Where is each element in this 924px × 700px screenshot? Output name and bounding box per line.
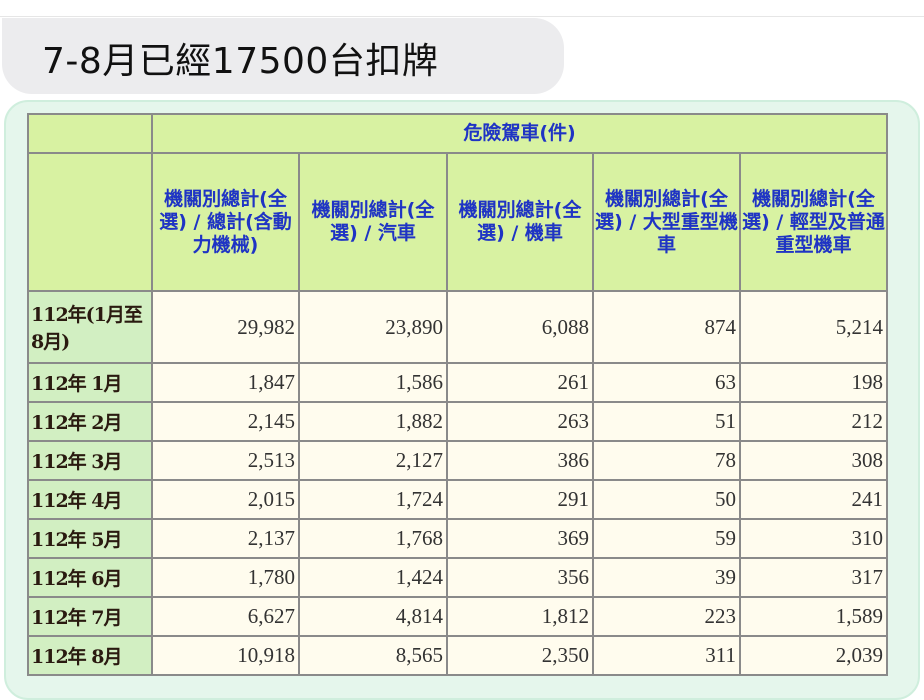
row-label: 112年 7月 bbox=[27, 596, 153, 637]
table-cell: 874 bbox=[592, 290, 741, 364]
table-cell: 369 bbox=[446, 518, 594, 559]
table-cell: 291 bbox=[446, 479, 594, 520]
column-header: 機關別總計(全選) / 汽車 bbox=[298, 152, 448, 292]
table-cell: 63 bbox=[592, 362, 741, 403]
table-cell: 1,882 bbox=[298, 401, 448, 442]
table-row: 112年 4月 2,015 1,724 291 50 241 bbox=[27, 479, 888, 520]
table-cell: 2,137 bbox=[151, 518, 300, 559]
table-cell: 386 bbox=[446, 440, 594, 481]
table-cell: 223 bbox=[592, 596, 741, 637]
corner-cell bbox=[27, 152, 153, 292]
table-cell: 2,039 bbox=[739, 635, 888, 676]
table-row: 112年 2月 2,145 1,882 263 51 212 bbox=[27, 401, 888, 442]
table-cell: 39 bbox=[592, 557, 741, 598]
divider bbox=[0, 16, 924, 17]
table-cell: 10,918 bbox=[151, 635, 300, 676]
table-cell: 5,214 bbox=[739, 290, 888, 364]
table-row: 112年 3月 2,513 2,127 386 78 308 bbox=[27, 440, 888, 481]
table-cell: 23,890 bbox=[298, 290, 448, 364]
table-cell: 212 bbox=[739, 401, 888, 442]
table-cell: 308 bbox=[739, 440, 888, 481]
table-cell: 2,350 bbox=[446, 635, 594, 676]
table-cell: 356 bbox=[446, 557, 594, 598]
row-label: 112年 3月 bbox=[27, 440, 153, 481]
table-cell: 2,015 bbox=[151, 479, 300, 520]
table-cell: 29,982 bbox=[151, 290, 300, 364]
table-cell: 2,513 bbox=[151, 440, 300, 481]
table-cell: 50 bbox=[592, 479, 741, 520]
table-cell: 310 bbox=[739, 518, 888, 559]
table-cell: 6,627 bbox=[151, 596, 300, 637]
dangerous-driving-table: 危險駕車(件) 機關別總計(全選) / 總計(含動力機械) 機關別總計(全選) /… bbox=[27, 113, 888, 676]
table-cell: 1,586 bbox=[298, 362, 448, 403]
table-cell: 4,814 bbox=[298, 596, 448, 637]
table-cell: 198 bbox=[739, 362, 888, 403]
table-cell: 1,424 bbox=[298, 557, 448, 598]
table-cell: 1,847 bbox=[151, 362, 300, 403]
table-row: 112年 7月 6,627 4,814 1,812 223 1,589 bbox=[27, 596, 888, 637]
table-row: 112年 1月 1,847 1,586 261 63 198 bbox=[27, 362, 888, 403]
row-label: 112年 4月 bbox=[27, 479, 153, 520]
table-row: 112年 5月 2,137 1,768 369 59 310 bbox=[27, 518, 888, 559]
group-header: 危險駕車(件) bbox=[151, 113, 888, 154]
table-cell: 51 bbox=[592, 401, 741, 442]
table-cell: 6,088 bbox=[446, 290, 594, 364]
table-row: 112年 6月 1,780 1,424 356 39 317 bbox=[27, 557, 888, 598]
table-row: 112年 8月 10,918 8,565 2,350 311 2,039 bbox=[27, 635, 888, 676]
table-cell: 1,768 bbox=[298, 518, 448, 559]
corner-cell bbox=[27, 113, 153, 154]
table-cell: 8,565 bbox=[298, 635, 448, 676]
table-cell: 263 bbox=[446, 401, 594, 442]
message-bubble: 7-8月已經17500台扣牌 bbox=[2, 18, 564, 94]
row-label: 112年 2月 bbox=[27, 401, 153, 442]
column-header: 機關別總計(全選) / 總計(含動力機械) bbox=[151, 152, 300, 292]
row-label: 112年(1月至8月) bbox=[27, 290, 153, 364]
table-cell: 2,145 bbox=[151, 401, 300, 442]
table-row: 112年(1月至8月) 29,982 23,890 6,088 874 5,214 bbox=[27, 290, 888, 364]
table-cell: 59 bbox=[592, 518, 741, 559]
table-cell: 1,589 bbox=[739, 596, 888, 637]
table-cell: 2,127 bbox=[298, 440, 448, 481]
column-header: 機關別總計(全選) / 輕型及普通重型機車 bbox=[739, 152, 888, 292]
table-cell: 1,724 bbox=[298, 479, 448, 520]
table-cell: 261 bbox=[446, 362, 594, 403]
row-label: 112年 5月 bbox=[27, 518, 153, 559]
column-header: 機關別總計(全選) / 機車 bbox=[446, 152, 594, 292]
row-label: 112年 6月 bbox=[27, 557, 153, 598]
row-label: 112年 8月 bbox=[27, 635, 153, 676]
table-cell: 241 bbox=[739, 479, 888, 520]
message-text: 7-8月已經17500台扣牌 bbox=[42, 41, 439, 82]
table-cell: 1,780 bbox=[151, 557, 300, 598]
row-label: 112年 1月 bbox=[27, 362, 153, 403]
table-cell: 317 bbox=[739, 557, 888, 598]
table-cell: 311 bbox=[592, 635, 741, 676]
table-cell: 78 bbox=[592, 440, 741, 481]
table-cell: 1,812 bbox=[446, 596, 594, 637]
column-header: 機關別總計(全選) / 大型重型機車 bbox=[592, 152, 741, 292]
